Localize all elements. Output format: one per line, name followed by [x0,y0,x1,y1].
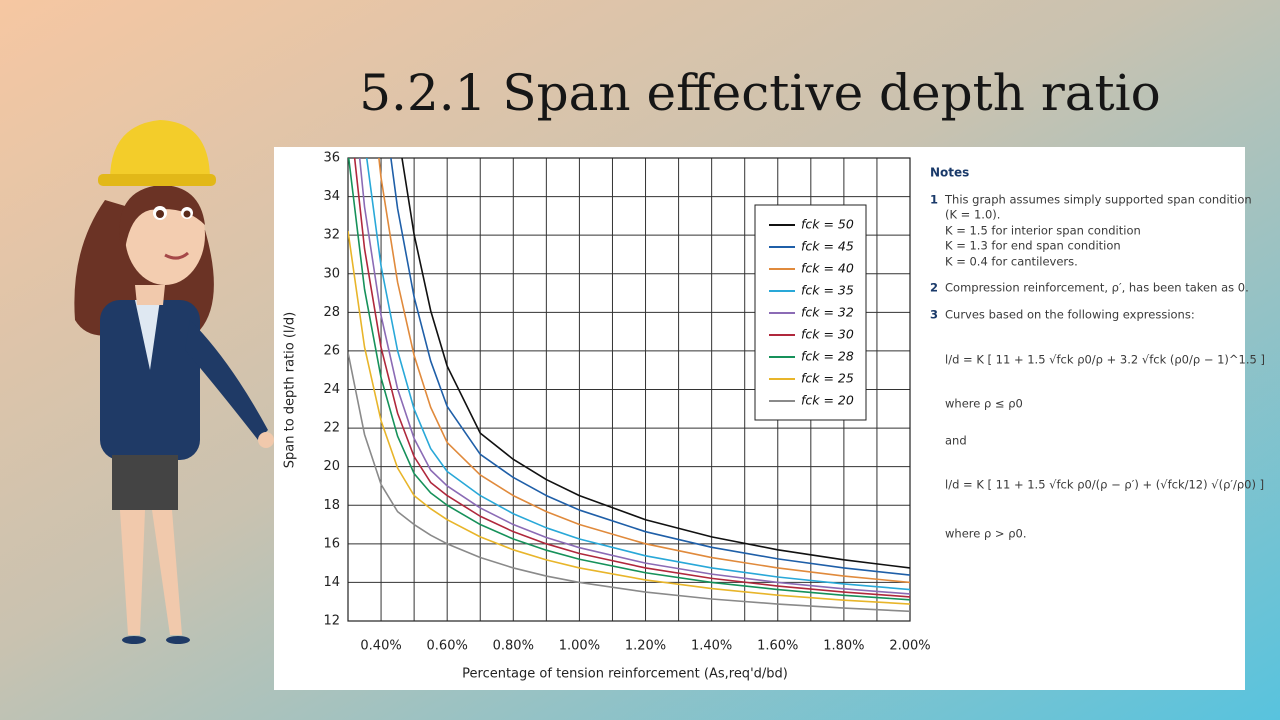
y-tick-label: 16 [323,536,340,551]
y-tick-label: 30 [323,266,340,281]
x-tick-label: 0.40% [360,639,401,654]
slide-title: 5.2.1 Span effective depth ratio [359,64,1161,122]
plot-area: 0.40% 0.60% 0.80% 1.00% 1.20% 1.40% 1.60% 1.80%… [323,151,930,654]
x-tick-label: 0.80% [493,639,534,654]
formula-condition: where ρ ≤ ρ0 [945,397,1023,411]
note-text: Curves based on the following expression… [945,308,1195,322]
x-tick-label: 1.80% [823,639,864,654]
note-text: K = 0.4 for cantilevers. [945,255,1078,269]
y-tick-label: 24 [323,382,340,397]
series-line [353,158,910,598]
legend-label: fck = 20 [801,393,854,408]
y-tick-label: 34 [323,189,340,204]
legend-label: fck = 45 [801,239,854,254]
y-tick-label: 36 [323,151,340,166]
note-number: 2 [930,281,938,295]
legend-label: fck = 50 [801,217,854,232]
series-line [401,158,910,569]
y-tick-label: 20 [323,459,340,474]
legend-label: fck = 40 [801,261,854,276]
formula: l/d = K [ 11 + 1.5 √fck ρ0/(ρ − ρ′) + (√… [945,478,1264,492]
series-line [358,158,910,595]
presenter [74,120,274,644]
notes: Notes 1 This graph assumes simply suppor… [930,166,1265,541]
note-number: 1 [930,193,938,207]
legend-label: fck = 28 [801,349,854,364]
notes-heading: Notes [930,166,969,180]
x-tick-label: 0.60% [427,639,468,654]
legend: fck = 50 fck = 45 fck = 40 fck = 35 fck = 32… [754,204,867,421]
series-line [378,158,910,584]
x-tick-label: 1.00% [559,639,600,654]
note-text: K = 1.3 for end span condition [945,239,1121,253]
x-axis-title: Percentage of tension reinforcement (As,… [462,667,788,682]
y-tick-label: 28 [323,305,340,320]
y-tick-label: 32 [323,228,340,243]
note-text: This graph assumes simply supported span… [944,193,1252,207]
formula: l/d = K [ 11 + 1.5 √fck ρ0/ρ + 3.2 √fck … [945,353,1265,367]
note-text: (K = 1.0). [945,208,1000,222]
y-tick-label: 22 [323,421,340,436]
formula-condition: where ρ > ρ0. [945,527,1027,541]
x-tick-label: 1.60% [757,639,798,654]
series-line [348,231,910,605]
legend-label: fck = 35 [801,283,854,298]
legend-label: fck = 32 [801,305,854,320]
series-line [390,158,910,576]
series-line [348,158,910,601]
y-tick-label: 14 [323,575,340,590]
legend-label: fck = 30 [801,327,854,342]
y-axis-title: Span to depth ratio (l/d) [283,312,298,469]
x-tick-label: 1.40% [691,639,732,654]
note-number: 3 [930,308,938,322]
series-line [365,158,910,591]
series-line [348,352,910,613]
note-text: and [945,434,967,448]
y-tick-label: 26 [323,343,340,358]
note-text: K = 1.5 for interior span condition [945,224,1141,238]
x-tick-label: 1.20% [625,639,666,654]
y-tick-label: 18 [323,498,340,513]
plot-frame [347,157,911,622]
series-group [348,158,910,613]
legend-label: fck = 25 [801,371,854,386]
x-tick-label: 2.00% [889,639,930,654]
y-tick-label: 12 [323,614,340,629]
note-text: Compression reinforcement, ρ′, has been … [945,281,1249,295]
